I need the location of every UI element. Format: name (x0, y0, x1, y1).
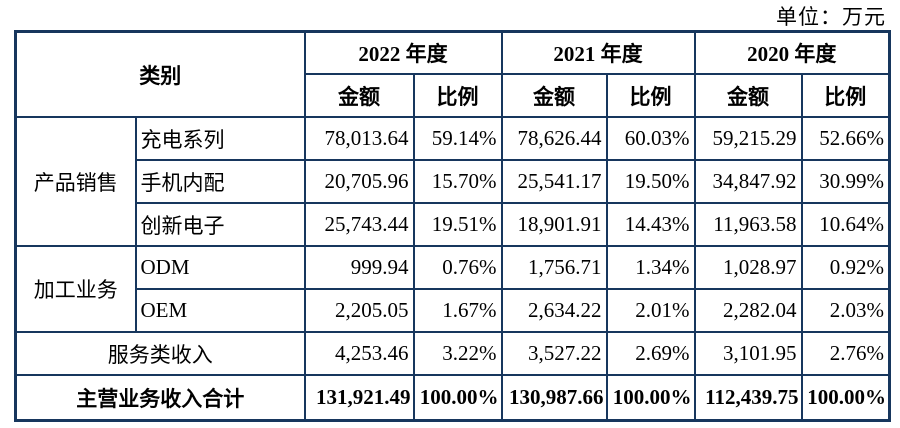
amount-cell: 3,527.22 (500, 331, 608, 376)
year-header-2022: 2022 年度 (303, 30, 503, 75)
amount-cell: 1,756.71 (500, 245, 608, 290)
ratio-cell: 14.43% (605, 202, 696, 247)
ratio-cell: 10.64% (800, 202, 891, 247)
ratio-cell: 19.51% (412, 202, 503, 247)
amount-cell: 2,282.04 (693, 288, 803, 333)
amount-header-2021: 金额 (500, 73, 608, 118)
amount-cell: 25,743.44 (303, 202, 415, 247)
ratio-cell: 2.76% (800, 331, 891, 376)
row-total-main-revenue: 主营业务收入合计 131,921.49 100.00% 130,987.66 1… (14, 374, 891, 422)
ratio-cell: 2.01% (605, 288, 696, 333)
row-charging-series: 产品销售 充电系列 78,013.64 59.14% 78,626.44 60.… (14, 116, 891, 247)
header-row-years: 类别 2022 年度 2021 年度 2020 年度 (14, 30, 891, 118)
row-label-total: 主营业务收入合计 (14, 374, 306, 422)
row-label-service: 服务类收入 (14, 331, 306, 376)
ratio-cell: 0.92% (800, 245, 891, 290)
ratio-header-2021: 比例 (605, 73, 696, 118)
revenue-breakdown-table: 类别 2022 年度 2021 年度 2020 年度 金额 比例 金额 比例 金… (14, 30, 891, 422)
ratio-cell: 1.67% (412, 288, 503, 333)
ratio-cell: 59.14% (412, 116, 503, 161)
ratio-cell: 0.76% (412, 245, 503, 290)
row-label: 创新电子 (134, 202, 306, 247)
amount-cell: 78,013.64 (303, 116, 415, 161)
row-service-income: 服务类收入 4,253.46 3.22% 3,527.22 2.69% 3,10… (14, 331, 891, 376)
ratio-cell: 1.34% (605, 245, 696, 290)
amount-cell: 2,205.05 (303, 288, 415, 333)
amount-cell: 4,253.46 (303, 331, 415, 376)
amount-cell: 59,215.29 (693, 116, 803, 161)
amount-cell: 11,963.58 (693, 202, 803, 247)
amount-cell: 131,921.49 (303, 374, 415, 422)
ratio-cell: 15.70% (412, 159, 503, 204)
amount-cell: 999.94 (303, 245, 415, 290)
ratio-header-2022: 比例 (412, 73, 503, 118)
category-header-cell: 类别 (14, 30, 306, 118)
ratio-cell: 60.03% (605, 116, 696, 161)
group-label-processing: 加工业务 (14, 245, 137, 333)
amount-cell: 130,987.66 (500, 374, 608, 422)
ratio-cell: 100.00% (800, 374, 891, 422)
row-label: 手机内配 (134, 159, 306, 204)
amount-cell: 112,439.75 (693, 374, 803, 422)
amount-cell: 34,847.92 (693, 159, 803, 204)
amount-header-2020: 金额 (693, 73, 803, 118)
group-label-product-sales: 产品销售 (14, 116, 137, 247)
ratio-cell: 3.22% (412, 331, 503, 376)
ratio-cell: 30.99% (800, 159, 891, 204)
year-header-2021: 2021 年度 (500, 30, 696, 75)
ratio-cell: 2.03% (800, 288, 891, 333)
row-label: ODM (134, 245, 306, 290)
amount-cell: 3,101.95 (693, 331, 803, 376)
row-oem: OEM 2,205.05 1.67% 2,634.22 2.01% 2,282.… (16, 288, 891, 333)
amount-header-2022: 金额 (303, 73, 415, 118)
ratio-cell: 52.66% (800, 116, 891, 161)
row-phone-accessories: 手机内配 20,705.96 15.70% 25,541.17 19.50% 3… (16, 159, 891, 204)
row-label: OEM (134, 288, 306, 333)
amount-cell: 18,901.91 (500, 202, 608, 247)
row-label: 充电系列 (134, 116, 306, 161)
amount-cell: 25,541.17 (500, 159, 608, 204)
row-odm: 加工业务 ODM 999.94 0.76% 1,756.71 1.34% 1,0… (14, 245, 891, 333)
ratio-cell: 100.00% (412, 374, 503, 422)
ratio-cell: 100.00% (605, 374, 696, 422)
amount-cell: 2,634.22 (500, 288, 608, 333)
unit-label: 单位：万元 (776, 5, 886, 29)
amount-cell: 78,626.44 (500, 116, 608, 161)
row-innovative-electronics: 创新电子 25,743.44 19.51% 18,901.91 14.43% 1… (16, 202, 891, 247)
ratio-cell: 2.69% (605, 331, 696, 376)
year-header-2020: 2020 年度 (693, 30, 891, 75)
ratio-cell: 19.50% (605, 159, 696, 204)
ratio-header-2020: 比例 (800, 73, 891, 118)
amount-cell: 1,028.97 (693, 245, 803, 290)
header-row-subcolumns: 金额 比例 金额 比例 金额 比例 (16, 73, 891, 118)
amount-cell: 20,705.96 (303, 159, 415, 204)
